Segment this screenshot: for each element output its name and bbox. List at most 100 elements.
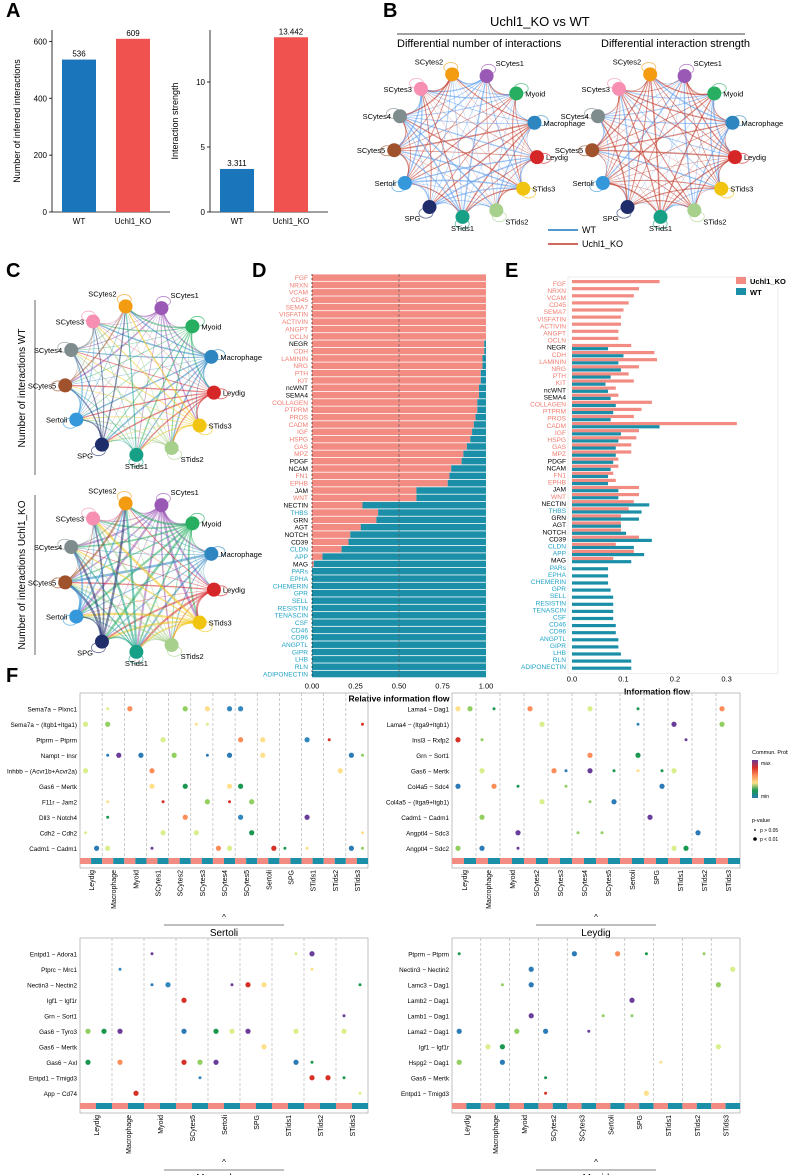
- dotplot-col-label: Macrophage: [111, 870, 118, 909]
- bar-ko-PTH: [312, 369, 481, 377]
- pathway-label: NRG: [551, 366, 566, 373]
- x-tick-label: 0.1: [618, 675, 628, 684]
- network-edge: [618, 88, 722, 189]
- node-Myoid: [509, 86, 524, 101]
- network-edge: [486, 75, 538, 158]
- network-edge: [92, 321, 215, 393]
- node-label: SCytes4: [34, 543, 62, 552]
- network-edge: [429, 74, 453, 208]
- node-label: STids1: [125, 659, 148, 668]
- condition-strip: [524, 858, 536, 864]
- dotplot-row-label: App − Cd74: [44, 1091, 78, 1098]
- pathway-label: NECTIN: [283, 503, 308, 510]
- node-Macrophage: [527, 115, 542, 130]
- condition-strip: [596, 858, 608, 864]
- dotplot-row-label: Inhbb − (Acvr1b+Acvr2a): [7, 768, 77, 775]
- panel-b-right-subtitle: Differential interaction strength: [601, 38, 750, 50]
- bar-wt-THBS: [378, 509, 486, 516]
- network-edge: [92, 321, 137, 455]
- bar-wt-PROS: [475, 413, 486, 421]
- pathway-label: MPZ: [294, 451, 308, 458]
- bar-wt-APP: [322, 553, 486, 560]
- network-edge: [64, 306, 127, 386]
- pathway-label: WNT: [551, 494, 566, 501]
- panel-c-label-ko: Number of interactions Uchl1_KO: [17, 500, 28, 649]
- network-edge: [399, 115, 497, 211]
- node-Macrophage: [204, 546, 219, 561]
- legend-ko-label: Uchl1_KO: [750, 277, 786, 286]
- node-STids3: [714, 181, 729, 196]
- dot: [149, 783, 155, 789]
- network-edge: [683, 75, 736, 158]
- colour-bar: [752, 760, 758, 798]
- dotplot-col-label: SPG: [654, 870, 661, 885]
- dot: [337, 768, 343, 774]
- network-edge: [92, 518, 138, 653]
- bar-wt-PDGF: [572, 460, 614, 464]
- network-edge: [101, 424, 200, 445]
- bar-ko-MPZ: [312, 450, 464, 458]
- dot: [702, 952, 706, 956]
- bar-wt-GAS: [572, 446, 616, 450]
- bar-ko-SEMA7: [312, 303, 486, 311]
- legend-ko-swatch: [736, 277, 746, 284]
- network-edge: [71, 504, 163, 549]
- bar-ko-FN1: [572, 471, 614, 475]
- node-label: SCytes4: [363, 112, 391, 121]
- source-marker: ^: [594, 913, 598, 922]
- dot: [271, 845, 277, 851]
- dot: [612, 769, 616, 773]
- network-edge: [125, 305, 212, 358]
- bar-ko-CADM: [572, 422, 737, 426]
- network-edge: [124, 306, 137, 455]
- dot: [457, 952, 461, 956]
- network-edge: [188, 326, 200, 426]
- network-edge: [592, 122, 733, 151]
- bar-ko-NOTCH: [572, 528, 621, 532]
- dot: [226, 783, 233, 789]
- bar-ko-ncWNT: [572, 386, 616, 390]
- pathway-label: JAM: [295, 488, 308, 495]
- bar-wt-EPHA: [572, 574, 609, 578]
- network-edge: [462, 156, 538, 218]
- dot: [213, 1028, 219, 1034]
- condition-strip: [256, 1103, 272, 1109]
- panel-label-a: A: [6, 0, 21, 22]
- dotplot-row-label: Gas6 − Mertk: [411, 768, 450, 775]
- bar-ko-NOTCH: [312, 531, 351, 538]
- node-label: SCytes5: [28, 381, 56, 390]
- dotplot-col-label: STids3: [350, 1115, 357, 1137]
- pathway-label: KIT: [556, 380, 566, 387]
- node-SPG: [94, 634, 109, 649]
- dot: [82, 721, 89, 727]
- node-Leydig: [727, 150, 742, 165]
- dotplot-col-label: STids2: [702, 870, 709, 892]
- pathway-label: GRN: [293, 517, 308, 524]
- panel-c-network-diagrams: SCytes1 Myoid Macrophage Leydig STids3 STids2…: [17, 289, 262, 668]
- bar-ko-CLDN: [312, 545, 342, 553]
- dot: [260, 737, 266, 743]
- pathway-label: SEMA4: [286, 392, 309, 399]
- condition-strip: [692, 858, 704, 864]
- dotplot-col-label: SCytes1: [156, 870, 163, 897]
- bar-wt-PTPRM: [477, 406, 486, 414]
- network-edge: [618, 88, 733, 124]
- dotplot-row-label: Gas6 − Mertk: [39, 784, 78, 791]
- network-edge: [591, 74, 651, 151]
- dot: [260, 752, 266, 758]
- bar-wt-JAM: [416, 487, 486, 494]
- bar-wt-FN1: [449, 472, 486, 480]
- pathway-label: NCAM: [289, 466, 308, 473]
- bar-ko-WNT: [572, 493, 639, 497]
- x-tick-label: WT: [231, 217, 244, 226]
- y-tick-label: 0: [201, 208, 206, 217]
- bar-wt-KIT: [572, 382, 606, 386]
- pathway-label: ncWNT: [286, 385, 308, 392]
- condition-strip: [288, 1103, 304, 1109]
- network-edge: [65, 385, 137, 456]
- network-edge: [101, 391, 215, 446]
- bar-wt-CLDN: [341, 545, 486, 553]
- dot: [659, 783, 665, 789]
- condition-strip: [290, 858, 302, 864]
- condition-strip: [624, 1103, 640, 1109]
